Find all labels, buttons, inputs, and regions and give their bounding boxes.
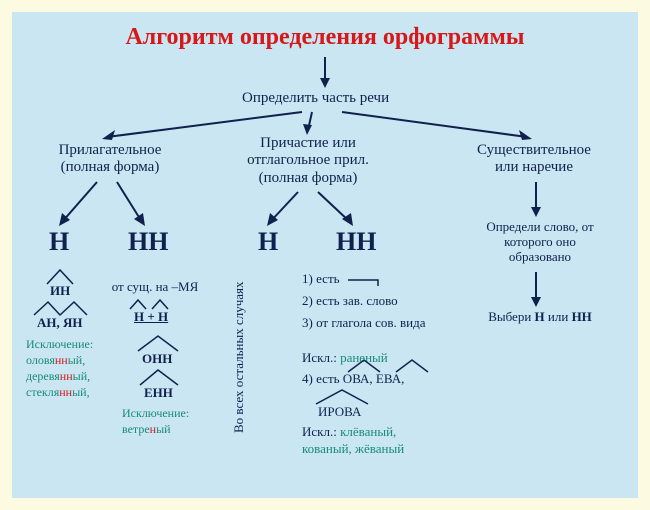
branch-part-line2: отглагольное прил. — [247, 152, 369, 168]
branch-part-line3: (полная форма) — [259, 170, 358, 186]
part-excl-4-line2: кованый, жёваный — [302, 442, 472, 457]
branch-part-line1: Причастие или — [260, 135, 356, 151]
adj-nn: НН — [128, 227, 168, 257]
part-excl-4-line1: Искл.: клёваный, — [302, 425, 472, 440]
adj-stem-label: от сущ. на –МЯ — [100, 280, 210, 295]
adj-suffix-an: АН, ЯН — [37, 316, 83, 331]
adj-excl-1: оловянный, — [26, 354, 85, 368]
part-n: Н — [258, 227, 278, 257]
adj-suffix-onn: ОНН — [142, 352, 172, 367]
branch-noun-line1: Существительное — [477, 142, 591, 158]
adj-excl-label-right: Исключение: — [122, 407, 189, 421]
adj-h-plus-h: Н + Н — [134, 310, 168, 325]
branch-adj-line2: (полная форма) — [61, 159, 160, 175]
part-rule-4: 4) есть ОВА, ЕВА, — [302, 372, 472, 387]
adj-n: Н — [49, 227, 69, 257]
part-nn: НН — [336, 227, 376, 257]
branch-participle: Причастие или отглагольное прил. (полная… — [228, 135, 388, 187]
noun-step1: Определи слово, от которого оно образова… — [460, 220, 620, 265]
branch-noun: Существительное или наречие — [454, 142, 614, 177]
part-excl-3: Искл.: раненый — [302, 351, 462, 366]
part-rule-4b: ИРОВА — [318, 405, 478, 420]
adj-excl-3: стеклянный, — [26, 386, 90, 400]
part-rule-3: 3) от глагола сов. вида — [302, 316, 462, 331]
part-rule-1: 1) есть — [302, 272, 462, 287]
noun-step2: Выбери Н или НН — [460, 310, 620, 325]
part-side-note: Во всех остальных случаях — [232, 272, 247, 442]
root-node: Определить часть речи — [242, 90, 389, 107]
adj-excl-label-left: Исключение: — [26, 338, 93, 352]
branch-noun-line2: или наречие — [495, 159, 573, 175]
branch-adj-line1: Прилагательное — [59, 142, 162, 158]
branch-adjective: Прилагательное (полная форма) — [40, 142, 180, 177]
adj-excl-2: деревянный, — [26, 370, 90, 384]
part-rule-2: 2) есть зав. слово — [302, 294, 462, 309]
adj-excl-right: ветреный — [122, 423, 171, 437]
diagram-panel: Алгоритм определения орфограммы Определи… — [12, 12, 638, 498]
main-title: Алгоритм определения орфограммы — [12, 12, 638, 51]
adj-suffix-in: ИН — [50, 284, 70, 299]
adj-suffix-enn: ЕНН — [144, 386, 173, 401]
